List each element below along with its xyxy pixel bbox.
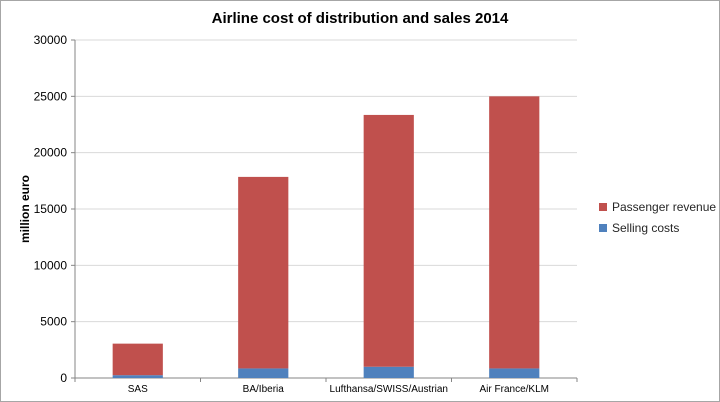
bar-selling-costs (363, 366, 414, 378)
legend-label: Selling costs (612, 220, 680, 235)
y-tick-label: 15000 (34, 202, 68, 216)
chart-legend: Passenger revenue Selling costs (599, 196, 716, 238)
chart-title: Airline cost of distribution and sales 2… (211, 10, 509, 27)
x-tick-label: SAS (128, 384, 148, 395)
y-tick-label: 10000 (34, 258, 68, 272)
bar-passenger-revenue (238, 176, 289, 369)
bar-selling-costs (112, 375, 163, 378)
bar-passenger-revenue (489, 96, 540, 369)
y-tick-label: 20000 (34, 146, 68, 160)
bar-selling-costs (489, 368, 540, 378)
bar-passenger-revenue (363, 114, 414, 367)
legend-swatch (599, 202, 607, 211)
y-tick-label: 5000 (40, 315, 67, 329)
legend-item: Passenger revenue (599, 196, 716, 217)
x-tick-label: BA/Iberia (243, 384, 285, 395)
legend-item: Selling costs (599, 217, 716, 238)
x-tick-label: Lufthansa/SWISS/Austrian (330, 384, 448, 395)
y-tick-label: 30000 (34, 33, 68, 47)
y-tick-label: 25000 (34, 89, 68, 103)
legend-label: Passenger revenue (612, 199, 717, 214)
legend-swatch (599, 223, 607, 232)
bar-selling-costs (238, 368, 289, 378)
x-tick-label: Air France/KLM (480, 384, 549, 395)
y-tick-label: 0 (60, 371, 67, 385)
bar-passenger-revenue (112, 343, 163, 376)
